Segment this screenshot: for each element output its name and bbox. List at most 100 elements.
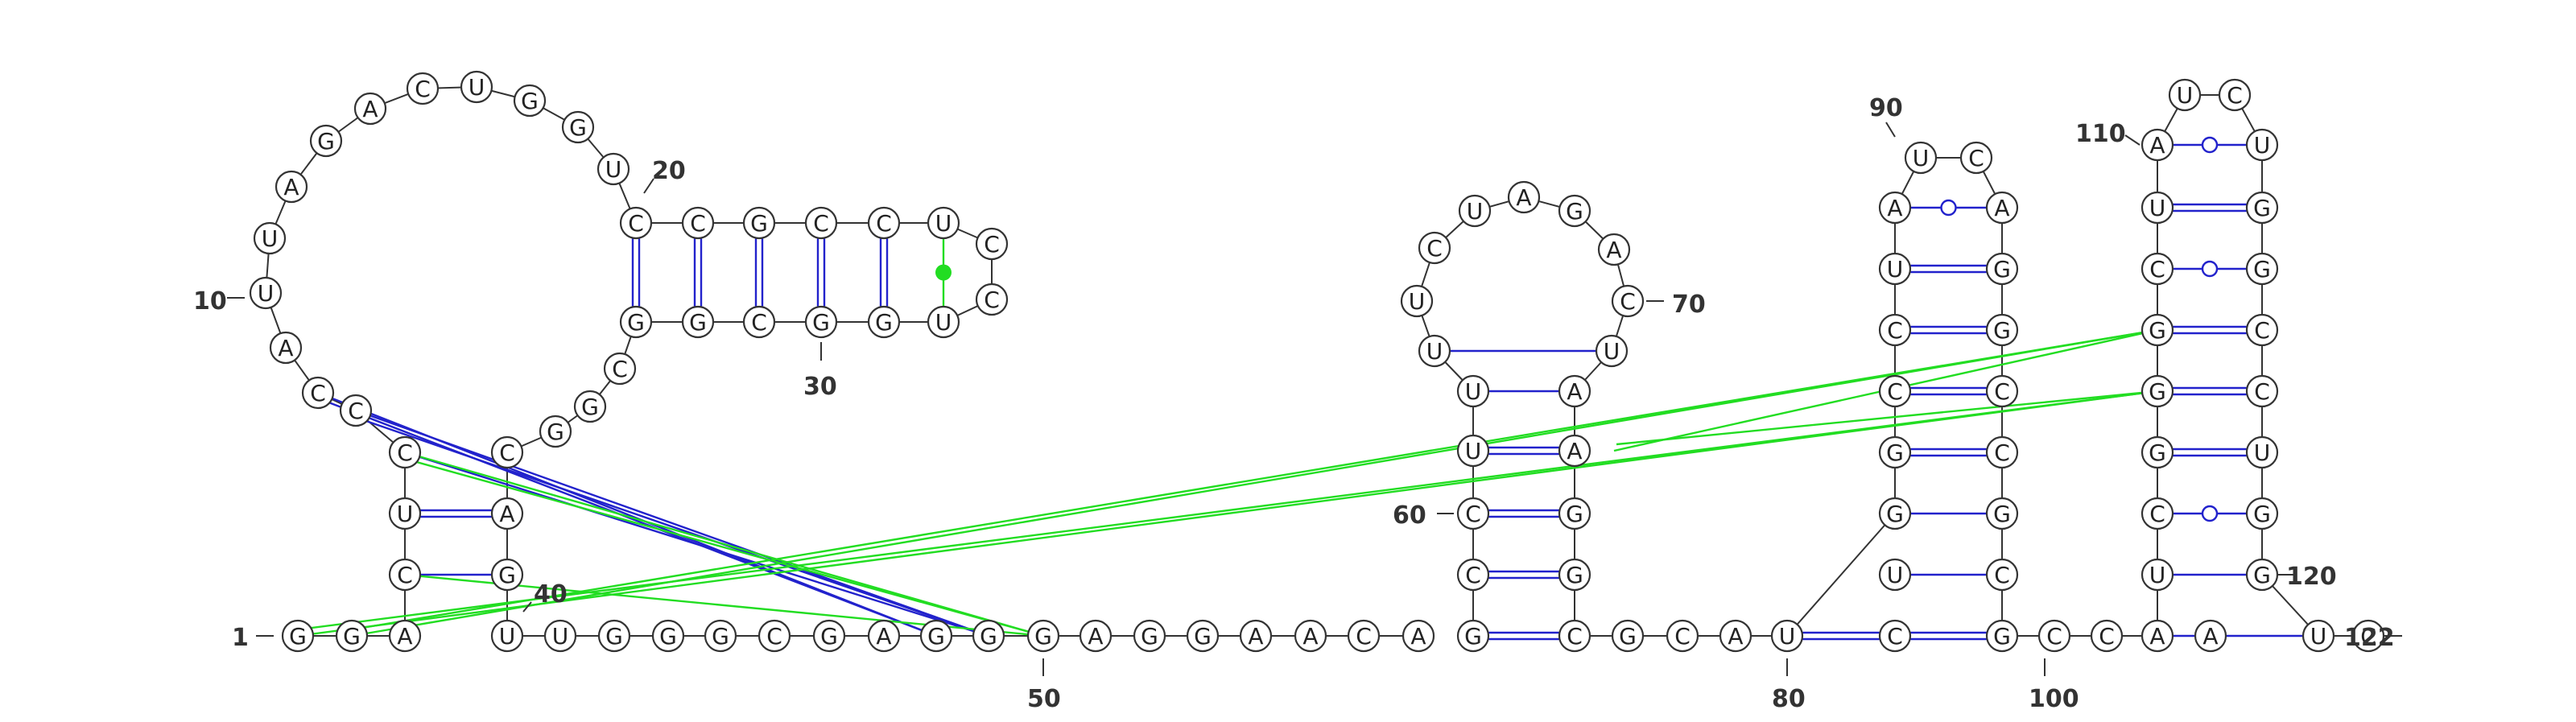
nucleotide-circle — [513, 84, 547, 118]
nucleotide-letter: C — [1994, 562, 2010, 588]
nucleotide-letter: A — [1606, 237, 1621, 263]
wobble-pair-marker — [1940, 199, 1957, 217]
backbone-lines — [265, 86, 2368, 637]
nucleotide-circle — [1456, 497, 1490, 530]
nucleotide-loop: A — [353, 92, 387, 126]
nucleotide-circle — [867, 206, 901, 240]
nucleotide-hairpin4: U — [2140, 191, 2174, 225]
nucleotide-letter: G — [605, 623, 623, 650]
nucleotide-upper-stem: U — [927, 206, 960, 240]
nucleotide-circle — [975, 227, 1009, 261]
nucleotide-letter: C — [2149, 501, 2165, 527]
nucleotide-letter: G — [289, 623, 307, 650]
nucleotide-circle — [2140, 558, 2174, 592]
nucleotide-circle — [651, 619, 685, 653]
nucleotide-circle — [1985, 497, 2019, 530]
nucleotide-circle — [1402, 619, 1435, 653]
nucleotide-letter: C — [813, 210, 829, 237]
nucleotide-circle — [804, 305, 838, 339]
nucleotide-hairpin3: C — [1985, 558, 2019, 592]
nucleotide-hairpin3: G — [1985, 497, 2019, 530]
nucleotide-circle — [603, 352, 637, 386]
nucleotide-hairpin4-loop: C — [2218, 78, 2252, 112]
nucleotide-hairpin4: C — [2140, 252, 2174, 286]
nucleotide-letter: U — [552, 623, 569, 650]
nucleotide-circle — [758, 619, 791, 653]
nucleotide-baseline: A — [1719, 619, 1752, 653]
nucleotide-hairpin4: U — [2140, 558, 2174, 592]
nucleotide-circle — [619, 305, 653, 339]
long-range-pair-line — [404, 451, 989, 637]
wobble-pair-marker — [2201, 260, 2219, 278]
nucleotide-letter: U — [258, 280, 275, 307]
nucleotide-baseline: G — [704, 619, 737, 653]
long-range-pair-line-noncanonical — [404, 451, 1044, 637]
nucleotide-letter: C — [1887, 378, 1903, 405]
nucleotide-letter: C — [1887, 623, 1903, 650]
nucleotide-letter: U — [1887, 562, 1904, 588]
nucleotide-letter: G — [927, 623, 945, 650]
nucleotide-baseline: A — [867, 619, 901, 653]
nucleotide-letter: G — [2149, 378, 2166, 405]
nucleotide-baseline: U — [490, 619, 524, 653]
nucleotide-circle — [490, 619, 524, 653]
nucleotide-letter: A — [1567, 438, 1582, 464]
nucleotide-loop: U — [460, 70, 493, 104]
nucleotide-letter: G — [1194, 623, 1212, 650]
nucleotide-baseline: A — [1079, 619, 1113, 653]
nucleotide-letter: C — [628, 210, 644, 237]
position-label-20: 20 — [652, 157, 686, 185]
nucleotide-circle — [1611, 284, 1645, 318]
nucleotide-hairpin2: U — [1456, 434, 1490, 468]
nucleotide-circle — [1985, 252, 2019, 286]
nucleotide-baseline: G — [972, 619, 1005, 653]
nucleotide-letter: A — [2149, 623, 2165, 650]
nucleotide-circle — [2218, 78, 2252, 112]
position-label-30: 30 — [803, 373, 837, 401]
nucleotide-letter: U — [1426, 338, 1443, 365]
nucleotide-circle — [1878, 497, 1912, 530]
nucleotide-baseline: A — [1239, 619, 1273, 653]
nucleotide-letter: A — [1516, 184, 1531, 211]
nucleotide-letter: A — [1994, 195, 2009, 221]
nucleotide-circle — [1400, 284, 1434, 318]
nucleotide-circle — [1418, 334, 1451, 368]
nucleotide-hairpin2: U — [1456, 374, 1490, 408]
nucleotide-loop: U — [597, 152, 630, 186]
nucleotide-circle — [1418, 231, 1451, 265]
nucleotide-loop: C — [301, 376, 335, 410]
nucleotide-letter: C — [2254, 317, 2270, 344]
nucleotide-hairpin3: C — [1878, 313, 1912, 347]
nucleotide-baseline: G — [335, 619, 369, 653]
nucleotide-connector: G — [539, 415, 572, 448]
nucleotide-baseline: A — [1294, 619, 1327, 653]
nucleotide-letter: C — [612, 356, 628, 382]
position-label-120: 120 — [2286, 563, 2337, 591]
nucleotide-baseline: G — [651, 619, 685, 653]
position-label-100: 100 — [2029, 685, 2079, 713]
nucleotide-letter: C — [1465, 501, 1481, 527]
nucleotide-hairpin2: U — [1418, 334, 1451, 368]
nucleotide-loop: U — [249, 276, 283, 310]
nucleotide-circle — [681, 206, 715, 240]
nucleotide-loop: G — [513, 84, 547, 118]
nucleotide-baseline: A — [2194, 619, 2227, 653]
nucleotide-circle — [812, 619, 846, 653]
nucleotide-letter: A — [2202, 623, 2218, 650]
nucleotide-circle — [1985, 619, 2019, 653]
nucleotide-hairpin2-loop: A — [1597, 233, 1631, 266]
nucleotide-circle — [253, 221, 287, 255]
nucleotide-circle — [972, 619, 1005, 653]
nucleotide-circle — [1770, 619, 1804, 653]
position-label-122: 122 — [2344, 624, 2395, 652]
nucleotide-circle — [406, 72, 440, 105]
nucleotide-hairpin3: U — [1878, 252, 1912, 286]
nucleotide-baseline: G — [1133, 619, 1166, 653]
noncanonical-pair-marker — [935, 264, 952, 281]
nucleotide-circle — [1458, 194, 1492, 228]
nucleotide-circle — [597, 619, 631, 653]
nucleotide-circle — [1456, 434, 1490, 468]
nucleotide-upper-loop: C — [975, 227, 1009, 261]
nucleotide-letter: U — [1465, 438, 1482, 464]
nucleotide-circle — [490, 558, 524, 592]
